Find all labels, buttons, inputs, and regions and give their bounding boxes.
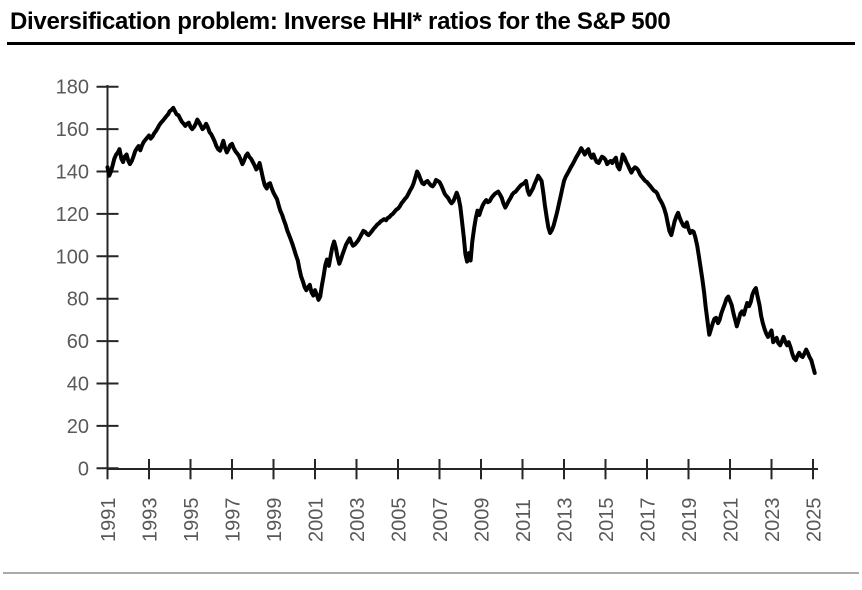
x-tick-label: 2023 <box>762 498 784 543</box>
x-tick-label: 2019 <box>679 498 701 543</box>
x-tick-label: 2013 <box>555 498 577 543</box>
x-tick-label: 1993 <box>140 498 162 543</box>
x-tick-label: 2007 <box>430 498 452 543</box>
x-tick-label: 2011 <box>513 499 535 542</box>
y-tick-label: 20 <box>67 416 89 438</box>
y-tick-label: 0 <box>78 458 89 480</box>
x-tick-label: 1995 <box>181 498 203 543</box>
y-tick-label: 80 <box>67 289 89 311</box>
chart-title: Diversification problem: Inverse HHI* ra… <box>10 8 671 35</box>
series-line <box>105 105 817 375</box>
y-tick-label: 100 <box>56 246 89 268</box>
y-tick-label: 140 <box>56 162 89 184</box>
x-tick-label: 2015 <box>596 498 618 543</box>
x-tick-label: 2003 <box>347 498 369 543</box>
x-tick-label: 2009 <box>472 498 494 543</box>
x-tick-label: 2017 <box>638 498 660 543</box>
y-tick-label: 60 <box>67 331 89 353</box>
x-tick-label: 1991 <box>98 498 120 543</box>
y-tick-label: 180 <box>56 77 89 99</box>
x-tick-label: 2021 <box>721 498 743 543</box>
x-tick-label: 2005 <box>389 498 411 543</box>
y-tick-label: 160 <box>56 119 89 141</box>
footer-divider <box>3 572 859 574</box>
y-tick-label: 40 <box>67 374 89 396</box>
x-tick-label: 1997 <box>223 498 245 543</box>
x-tick-label: 2001 <box>306 498 328 543</box>
title-underline <box>7 42 855 45</box>
x-tick-label: 2025 <box>804 498 826 543</box>
y-tick-label: 120 <box>56 204 89 226</box>
x-tick-label: 1999 <box>264 498 286 543</box>
